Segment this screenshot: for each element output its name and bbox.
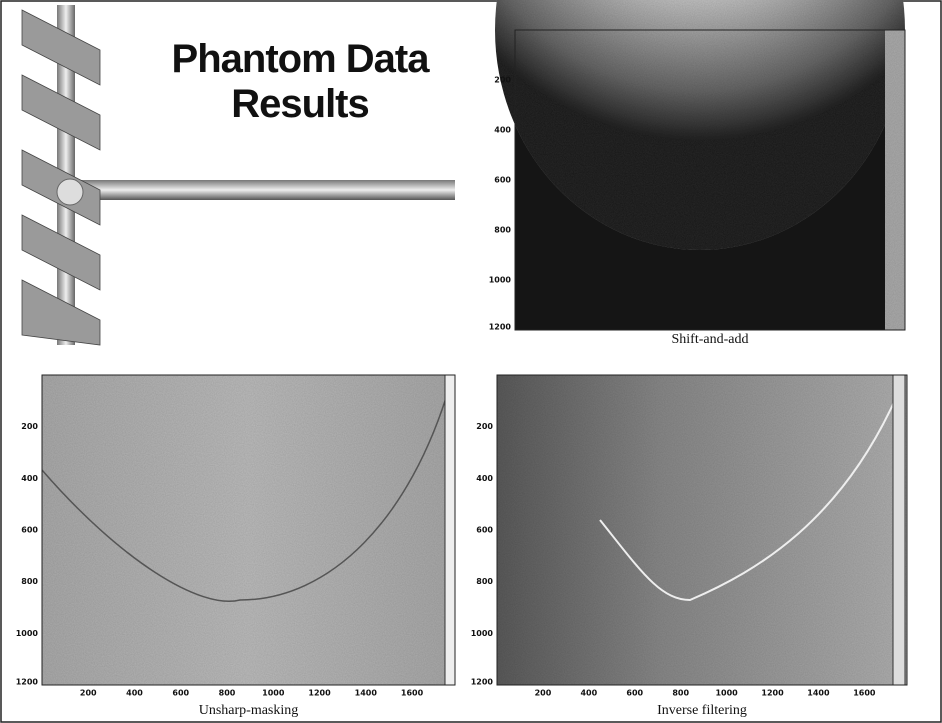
x-tick-label: 800 [219, 689, 236, 698]
x-tick-label: 400 [126, 689, 143, 698]
y-tick-label: 200 [21, 422, 38, 431]
image-shift-and-add [495, 0, 905, 330]
x-tick-label: 1200 [308, 689, 331, 698]
x-tick-label: 1400 [355, 689, 378, 698]
y-tick-label: 600 [494, 176, 511, 185]
x-tick-label: 200 [80, 689, 97, 698]
y-tick-label: 600 [476, 526, 493, 535]
panel-frame [41, 374, 456, 686]
y-tick-label: 800 [494, 226, 511, 235]
y-tick-label: 400 [494, 126, 511, 135]
x-tick-label: 200 [535, 689, 552, 698]
x-tick-label: 800 [672, 689, 689, 698]
panel-frame [496, 374, 908, 686]
image-unsharp-masking [41, 374, 456, 686]
title-line: Results [231, 82, 369, 126]
panel-frame [514, 29, 906, 331]
y-tick-label: 800 [476, 577, 493, 586]
y-tick-label: 200 [476, 422, 493, 431]
y-tick-label: 1200 [471, 678, 494, 687]
y-tick-label: 1200 [16, 678, 39, 687]
y-tick-label: 1200 [489, 323, 512, 332]
x-tick-label: 600 [626, 689, 643, 698]
y-tick-label: 600 [21, 526, 38, 535]
y-tick-label: 1000 [489, 276, 512, 285]
x-tick-label: 1200 [761, 689, 784, 698]
x-tick-label: 1400 [807, 689, 830, 698]
y-tick-label: 200 [494, 76, 511, 85]
y-tick-label: 1000 [471, 629, 494, 638]
x-tick-label: 1000 [262, 689, 285, 698]
y-tick-label: 400 [476, 474, 493, 483]
x-tick-label: 400 [580, 689, 597, 698]
x-tick-label: 1000 [715, 689, 738, 698]
image-inverse-filtering [497, 374, 907, 686]
panel-caption: Unsharp-masking [199, 703, 299, 718]
x-tick-label: 1600 [853, 689, 876, 698]
x-tick-label: 1600 [401, 689, 424, 698]
title-line: Phantom Data [172, 37, 431, 81]
y-tick-label: 400 [21, 474, 38, 483]
x-tick-label: 600 [172, 689, 189, 698]
y-tick-label: 800 [21, 577, 38, 586]
y-tick-label: 1000 [16, 629, 39, 638]
decoration [21, 5, 455, 346]
panel-caption: Shift-and-add [672, 332, 749, 347]
panel-caption: Inverse filtering [657, 703, 747, 718]
